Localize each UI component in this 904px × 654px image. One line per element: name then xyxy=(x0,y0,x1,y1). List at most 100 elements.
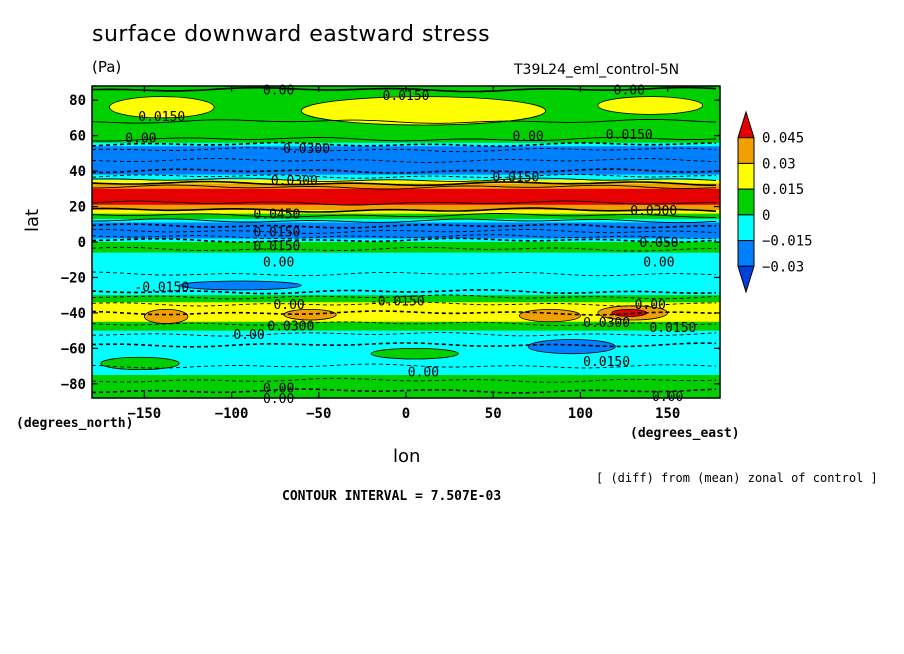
contour-label: 0.0150 xyxy=(253,225,300,240)
y-axis-units: (degrees_north) xyxy=(16,416,134,431)
colorbar-label: −0.015 xyxy=(762,234,813,250)
contour-line xyxy=(92,180,716,187)
contour-line xyxy=(92,158,717,163)
contour-line xyxy=(92,218,717,224)
lat-band xyxy=(92,204,720,211)
contour-patch xyxy=(178,280,302,291)
contour-label: 0.0300 xyxy=(283,142,330,157)
contour-label: 0.00 xyxy=(512,130,543,145)
contour-label: 0.00 xyxy=(263,256,294,271)
contour-patch xyxy=(370,347,459,360)
contour-line xyxy=(92,294,717,300)
contour-label: -0.0150 xyxy=(134,280,189,295)
x-tick-label: −100 xyxy=(215,406,249,422)
x-tick-label: 0 xyxy=(402,406,410,422)
contour-line xyxy=(92,213,716,218)
contour-line xyxy=(92,174,717,179)
contour-patch xyxy=(597,96,703,115)
contour-line xyxy=(92,332,717,337)
contour-patch xyxy=(527,339,616,355)
contour-patch xyxy=(518,308,581,323)
contour-label: 0.0300 xyxy=(583,316,630,331)
x-tick-label: −50 xyxy=(306,406,331,422)
contour-line xyxy=(92,246,717,252)
colorbar-label: 0.015 xyxy=(762,182,804,198)
contour-line xyxy=(92,177,717,182)
contour-interval: CONTOUR INTERVAL = 7.507E-03 xyxy=(282,489,502,504)
contour-line xyxy=(92,289,717,295)
chart-units: (Pa) xyxy=(92,58,122,76)
contour-label: 0.00 xyxy=(643,256,674,271)
contour-line xyxy=(92,234,717,240)
contour-label: 0.00 xyxy=(614,84,645,99)
contour-label: 0.00 xyxy=(233,328,264,343)
contour-line xyxy=(92,168,717,174)
contour-line xyxy=(92,119,717,124)
contour-line xyxy=(92,377,717,383)
contour-patch xyxy=(100,356,180,371)
contour-line xyxy=(92,388,717,394)
lat-band xyxy=(92,238,720,243)
lat-band xyxy=(92,183,720,190)
contour-patch xyxy=(109,96,215,119)
contour-label: 0.00 xyxy=(263,84,294,99)
contour-patch xyxy=(143,308,189,324)
run-name: T39L24_eml_control-5N xyxy=(514,62,680,78)
y-axis-label: lat xyxy=(22,208,43,232)
contour-label: 0.00 xyxy=(263,392,294,407)
contour-lines xyxy=(92,86,717,394)
x-axis-units: (degrees_east) xyxy=(630,426,740,441)
x-axis: −150 −100 −50 0 50 100 150 xyxy=(127,86,680,422)
contour-label: 0.050 xyxy=(639,236,678,251)
contour-label: 0.0150 xyxy=(583,355,630,370)
colorbar-swatch xyxy=(737,162,755,190)
contour-label: -0.0150 xyxy=(370,295,425,310)
contour-line xyxy=(92,200,716,206)
contour-label: 0.00 xyxy=(263,381,294,396)
y-tick-label: 0 xyxy=(78,235,86,251)
lat-band xyxy=(92,174,720,181)
colorbar-label: 0.03 xyxy=(762,156,796,172)
contour-label: 0.00 xyxy=(125,131,156,146)
x-tick-label: 150 xyxy=(655,406,680,422)
colorbar-label: 0.045 xyxy=(762,131,804,147)
y-tick-label: 80 xyxy=(69,93,86,109)
lat-band xyxy=(92,142,720,147)
contour-label: 0.0150 xyxy=(138,110,185,125)
contour-line xyxy=(92,147,717,153)
colorbar-arrow-bottom xyxy=(737,265,755,294)
y-tick-label: −40 xyxy=(61,306,86,322)
x-tick-label: −150 xyxy=(127,406,161,422)
contour-label: 0.0150 xyxy=(649,321,696,336)
contour-label: 0.0150 xyxy=(606,128,653,143)
colorbar-label: −0.03 xyxy=(762,259,804,275)
contour-line xyxy=(92,321,717,326)
colorbar: 0.045 0.03 0.015 0 −0.015 −0.03 xyxy=(737,110,813,294)
lat-band xyxy=(92,179,720,185)
contour-line xyxy=(92,310,717,316)
contour-labels: 0.00 0.0150 0.00 0.0150 0.00 0.0300 0.00 0.0150… xyxy=(125,84,696,407)
contour-label: 0.0300 xyxy=(271,174,318,189)
y-tick-label: 40 xyxy=(69,164,86,180)
contour-label: 0.00 xyxy=(408,365,439,380)
y-tick-label: 20 xyxy=(69,200,86,216)
contour-line xyxy=(92,141,716,148)
diff-note: [ (diff) from (mean) zonal of control ] xyxy=(596,471,878,485)
lat-band xyxy=(92,210,720,215)
contour-line xyxy=(92,301,717,307)
x-tick-label: 50 xyxy=(485,406,502,422)
contour-label: 0.00 xyxy=(273,298,304,313)
colorbar-swatch xyxy=(737,214,755,242)
contour-line xyxy=(92,271,717,277)
lat-band xyxy=(92,242,720,247)
y-tick-label: −80 xyxy=(61,377,86,393)
colorbar-arrow-top xyxy=(737,110,755,139)
lat-band xyxy=(92,146,720,176)
contour-line xyxy=(92,228,717,234)
x-axis-label: lon xyxy=(393,446,421,467)
contour-line xyxy=(92,207,717,213)
y-axis: 80 60 40 20 0 −20 −40 −60 −80 xyxy=(61,93,720,393)
lat-band xyxy=(92,374,720,388)
contour-line xyxy=(92,223,716,229)
contour-line xyxy=(92,363,717,369)
